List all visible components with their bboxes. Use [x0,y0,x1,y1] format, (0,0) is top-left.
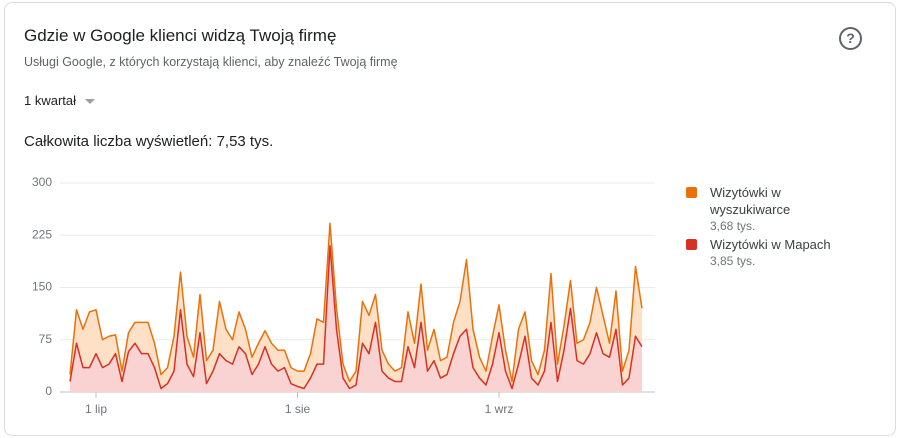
subtitle: Usługi Google, z których korzystają klie… [24,55,398,69]
period-label: 1 kwartał [24,93,77,108]
area-fill [70,245,642,392]
series-line [69,222,643,383]
y-tick-label: 0 [45,384,52,398]
x-tick-label: 1 wrz [485,402,514,416]
dropdown-arrow [85,99,96,105]
help-icon[interactable]: ? [839,27,862,50]
title: Gdzie w Google klienci widzą Twoją firmę [24,26,337,45]
card [4,2,896,436]
legend-swatch [686,239,697,250]
total-views: Całkowita liczba wyświetleń: 7,53 tys. [24,133,274,150]
period-dropdown[interactable]: 1 kwartał [24,93,96,108]
legend-label: Wizytówki w Mapach [710,237,831,252]
y-tick-label: 300 [32,175,52,189]
y-tick-label: 75 [39,332,53,346]
legend-entry: Wizytówki w wyszukiwarce 3,68 tys. [710,184,850,235]
series-line [69,244,643,390]
y-tick-label: 150 [32,280,52,294]
x-tick-label: 1 sie [285,402,311,416]
legend-total: 3,68 tys. [710,219,756,233]
legend-label: Wizytówki w wyszukiwarce [710,185,791,217]
legend-total: 3,85 tys. [710,254,756,268]
legend-swatch [686,187,697,198]
legend-entry: Wizytówki w Mapach 3,85 tys. [710,236,850,270]
x-tick-label: 1 lip [85,402,107,416]
y-tick-label: 225 [32,227,52,241]
